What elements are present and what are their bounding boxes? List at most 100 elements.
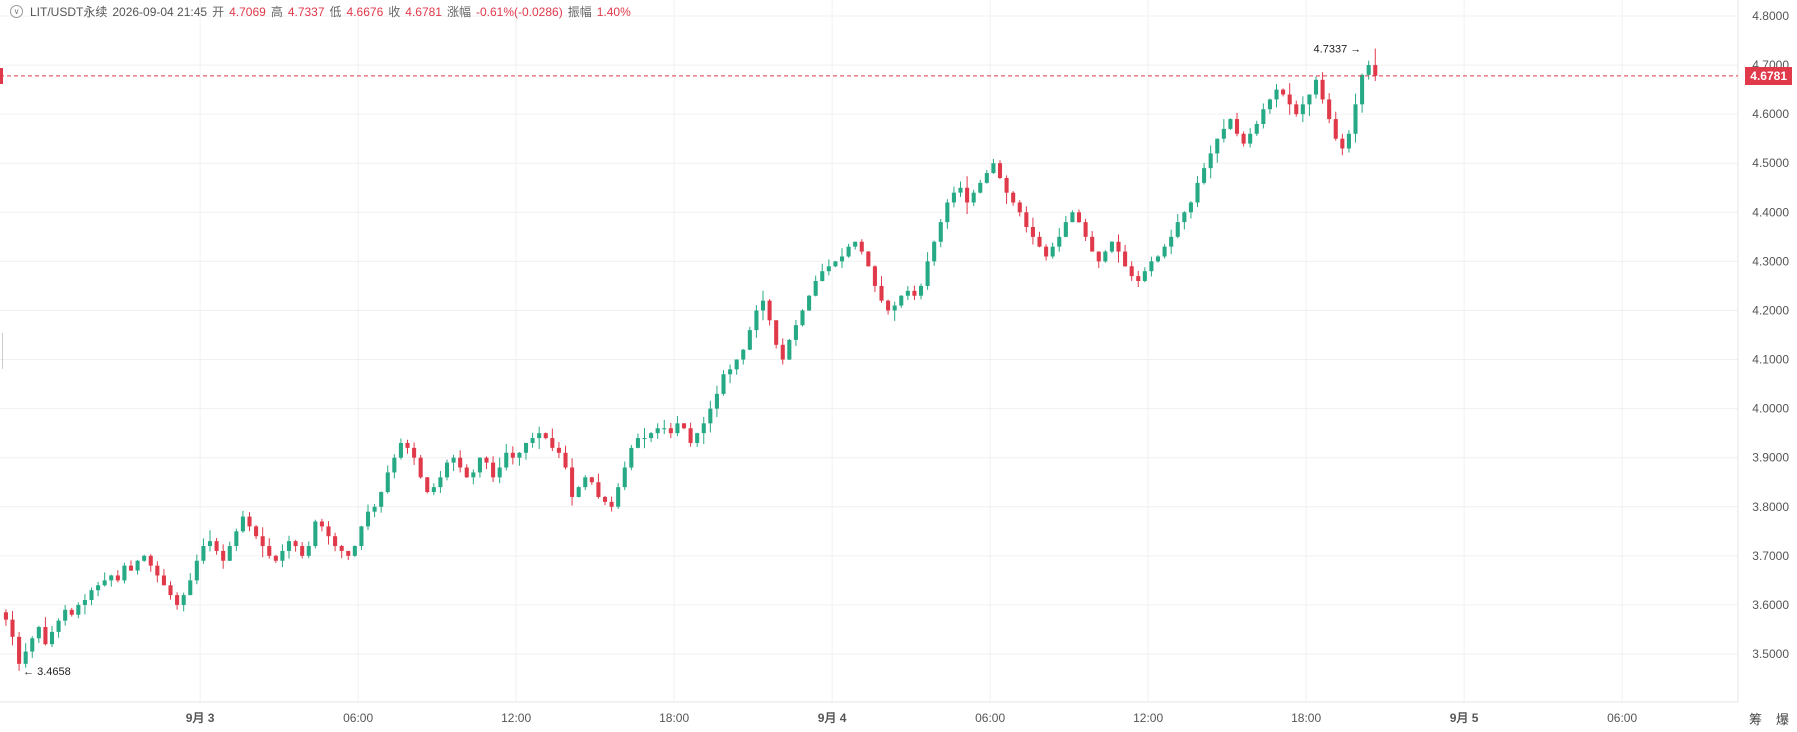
liquidation-button[interactable]: 爆 [1775,712,1789,727]
candle-up [991,163,996,174]
candle-up [1346,133,1351,149]
candle-up [925,261,930,286]
open-label: 开 [212,5,225,19]
candle-down [668,428,673,434]
candle-up [135,560,140,571]
candle-down [1083,222,1088,237]
candle-up [352,546,357,556]
candle-up [23,651,28,664]
candle-down [458,457,463,468]
candle-up [451,457,456,463]
candle-up [286,541,292,551]
candle-down [346,550,351,556]
candle-down [681,423,687,429]
candle-up [1261,109,1266,124]
candle-up [181,595,186,605]
candle-up [1307,94,1312,105]
price-axis[interactable]: 4.80004.70004.60004.50004.40004.30004.20… [1752,9,1789,661]
candle-up [905,290,910,296]
candle-down [17,636,22,664]
candle-up [701,423,706,434]
candle-down [550,438,555,448]
candle-up [1313,79,1319,95]
candle-up [899,295,904,306]
candle-up [56,620,61,632]
candle-down [570,467,575,497]
open-value: 4.7069 [229,4,266,19]
y-tick-label: 3.9000 [1752,451,1789,465]
candle-up [36,627,41,639]
collapse-legend-icon[interactable]: ∨ [10,5,23,18]
candle-down [879,285,884,301]
y-tick-label: 4.2000 [1752,303,1789,317]
candle-up [109,575,114,581]
panel-resize-handle[interactable] [2,333,3,369]
candle-up [49,631,55,645]
candle-down [293,541,298,547]
candle-up [932,241,937,262]
candle-down [168,585,173,596]
candle-down [1011,192,1016,203]
candle-up [787,339,792,360]
candle-up [938,222,943,242]
amplitude-value: 1.40% [596,4,631,19]
x-tick-label: 9月 4 [818,711,847,725]
candle-down [602,496,608,502]
candle-down [609,501,614,507]
candle-down [872,266,877,286]
candle-up [313,521,318,547]
candle-up [629,447,634,468]
candle-up [853,241,858,247]
candle-down [254,526,259,537]
close-label: 收 [388,5,401,19]
candle-down [866,251,871,267]
candle-down [405,442,410,448]
x-tick-label: 18:00 [1291,711,1321,725]
candle-up [365,511,371,527]
candle-up [800,310,805,326]
candle-down [260,536,265,547]
candle-down [464,467,469,478]
candle-up [102,580,107,586]
candle-up [635,438,640,448]
x-tick-label: 18:00 [659,711,689,725]
y-tick-label: 4.6000 [1752,107,1789,121]
candle-up [675,423,680,434]
chart-grid [0,0,1739,703]
candle-up [793,325,798,340]
candle-up [649,433,654,439]
candle-down [912,290,917,296]
candle-up [234,531,239,547]
candle-down [1340,138,1345,149]
corner-tools: 筹 爆 [1749,709,1789,728]
candle-up [89,590,94,601]
candle-up [379,492,384,507]
y-tick-label: 4.4000 [1752,205,1789,219]
current-price-left-marker [0,68,3,84]
candle-up [695,433,700,443]
candle-down [10,619,15,637]
candle-up [1142,271,1147,282]
candle-up [1366,65,1371,75]
candle-up [392,457,397,473]
x-tick-label: 9月 3 [186,711,215,725]
candle-down [418,457,423,478]
candle-up [1300,104,1305,115]
candle-up [741,349,746,360]
candle-down [339,546,344,551]
high-value: 4.7337 [287,4,325,19]
candle-up [227,546,232,561]
candle-up [96,585,101,591]
time-axis[interactable]: 9月 3 06:00 12:00 18:00 9月 4 06:00 12:00 18:00 9月… [186,711,1638,725]
candle-up [1195,182,1200,203]
candle-up [1221,128,1226,139]
candle-up [728,369,733,375]
candle-up [1109,241,1114,252]
candle-up [708,408,713,424]
candle-down [1333,119,1338,139]
candle-up [1149,261,1154,272]
x-tick-label: 9月 5 [1450,711,1479,725]
chip-distribution-button[interactable]: 筹 [1748,712,1762,727]
candle-up [892,305,897,311]
